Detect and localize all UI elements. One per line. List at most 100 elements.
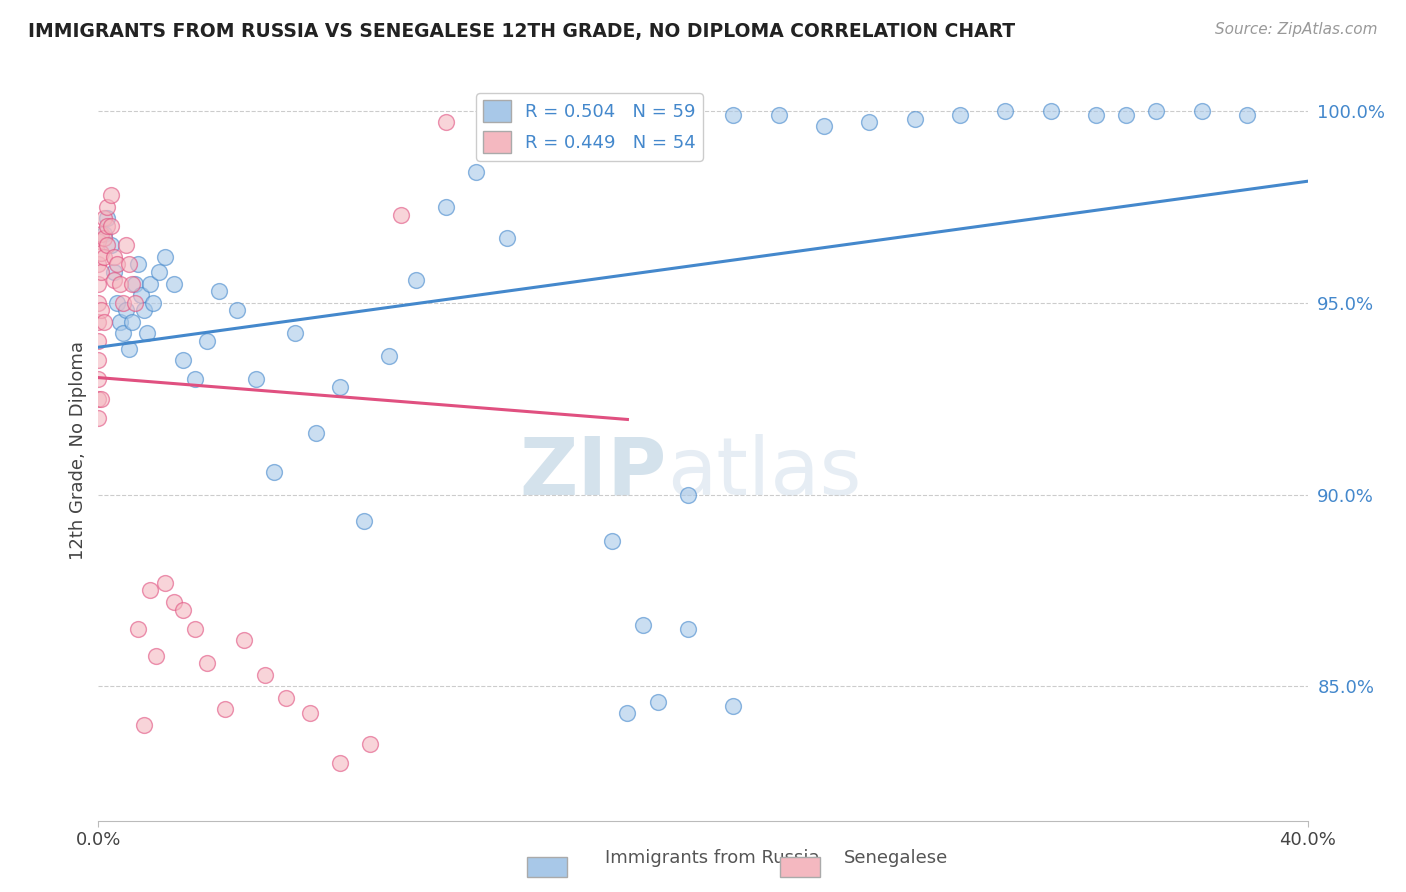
Point [1039,103,1062,118]
Point [329,380,352,394]
Point [96,219,118,233]
Point [93,227,115,241]
Point [103,265,125,279]
Point [360,737,382,751]
Point [540,115,562,129]
Point [353,515,375,529]
Point [647,695,669,709]
Point [87,334,110,348]
Point [87,235,110,249]
Point [111,326,134,341]
Point [90,265,112,279]
Point [284,326,307,341]
Point [111,295,134,310]
Point [93,230,115,244]
Text: IMMIGRANTS FROM RUSSIA VS SENEGALESE 12TH GRADE, NO DIPLOMA CORRELATION CHART: IMMIGRANTS FROM RUSSIA VS SENEGALESE 12T… [28,22,1015,41]
Point [135,326,157,341]
Point [114,303,136,318]
Point [163,277,186,291]
Point [96,200,118,214]
Point [616,706,638,721]
Point [949,108,972,122]
Point [723,698,745,713]
Point [153,575,176,590]
Point [676,487,699,501]
Point [129,288,152,302]
Point [100,188,122,202]
Point [631,618,654,632]
Point [208,285,231,299]
Point [274,690,297,705]
Point [1144,103,1167,118]
Point [121,277,143,291]
Point [232,633,254,648]
Point [87,353,110,368]
Point [127,257,149,271]
Point [723,108,745,122]
Point [103,273,125,287]
Point [994,103,1017,118]
Y-axis label: 12th Grade, No Diploma: 12th Grade, No Diploma [69,341,87,560]
Point [1236,108,1258,122]
Point [214,702,236,716]
Point [526,135,548,149]
Point [108,315,131,329]
Point [145,648,167,663]
Text: Source: ZipAtlas.com: Source: ZipAtlas.com [1215,22,1378,37]
Point [90,227,112,241]
Point [100,238,122,252]
Point [495,230,517,244]
Point [90,392,112,406]
Point [100,219,122,233]
Point [87,277,110,291]
Point [1115,108,1137,122]
Point [405,273,427,287]
Point [263,465,285,479]
Point [121,315,143,329]
Point [602,533,624,548]
Point [858,115,880,129]
Point [108,277,131,291]
Point [172,602,194,616]
Point [87,372,110,386]
Point [124,295,146,310]
Point [481,115,503,129]
Point [87,295,110,310]
Point [329,756,352,770]
Point [768,108,790,122]
Point [299,706,322,721]
Point [1085,108,1108,122]
Point [103,250,125,264]
Point [586,120,609,134]
Point [465,165,488,179]
Point [96,211,118,226]
Point [132,303,155,318]
Point [602,115,624,129]
Point [93,250,115,264]
Point [195,657,218,671]
Point [93,211,115,226]
Point [172,353,194,368]
Point [90,303,112,318]
Point [184,622,207,636]
Point [434,200,457,214]
Text: Immigrants from Russia: Immigrants from Russia [605,849,820,867]
Point [184,372,207,386]
Point [124,277,146,291]
Point [87,257,110,271]
Point [114,238,136,252]
Point [434,115,457,129]
Point [226,303,249,318]
Point [555,120,578,134]
Point [127,622,149,636]
Point [153,250,176,264]
Point [813,120,835,134]
Point [389,208,412,222]
Point [1191,103,1213,118]
Point [139,277,162,291]
Point [142,295,165,310]
Point [139,583,162,598]
Point [96,238,118,252]
Point [93,315,115,329]
Point [90,246,112,260]
